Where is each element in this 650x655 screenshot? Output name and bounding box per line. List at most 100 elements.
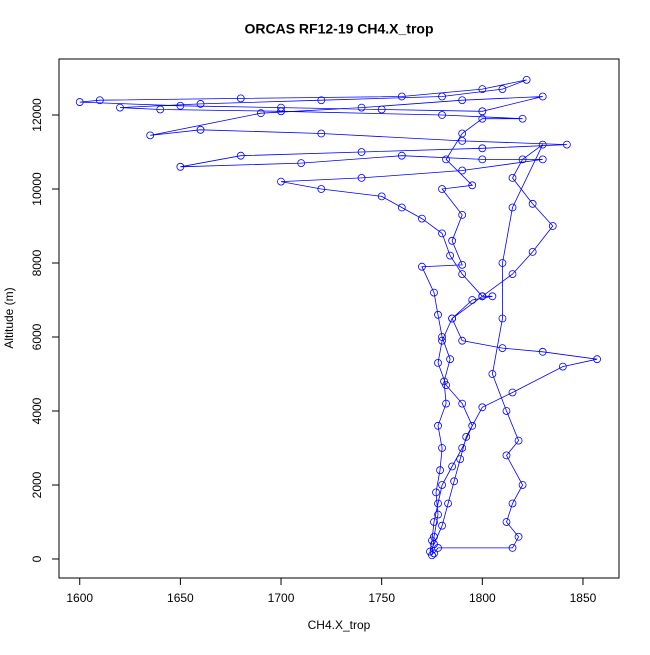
point [434, 543, 442, 552]
point [317, 129, 326, 138]
point [468, 421, 477, 430]
y-tick-label: 6000 [30, 323, 44, 350]
point [317, 185, 326, 193]
y-tick-label: 12000 [30, 98, 44, 132]
x-tick-label: 1600 [66, 591, 93, 605]
point [426, 547, 434, 556]
point [442, 381, 450, 389]
point [458, 96, 467, 105]
point [562, 140, 571, 149]
point [440, 377, 448, 386]
point [458, 260, 467, 269]
point [444, 499, 453, 508]
point [277, 107, 285, 116]
point [458, 336, 467, 345]
point [442, 399, 450, 408]
series-line [79, 79, 598, 556]
point [442, 155, 450, 164]
point [438, 92, 446, 101]
y-axis-label: Altitude (m) [2, 287, 16, 348]
point [502, 518, 511, 526]
point [377, 105, 386, 114]
point [176, 101, 185, 110]
point [450, 477, 459, 486]
point [434, 358, 442, 367]
point [357, 103, 366, 112]
point [502, 407, 511, 415]
x-tick-label: 1800 [469, 591, 496, 605]
point [498, 85, 507, 94]
point [514, 532, 523, 541]
point [377, 192, 386, 201]
point [448, 314, 457, 323]
point [508, 388, 517, 397]
y-tick-label: 2000 [30, 471, 44, 498]
point [446, 251, 455, 260]
point [518, 481, 527, 489]
point [156, 105, 165, 114]
point [458, 137, 467, 145]
point [448, 462, 457, 471]
x-tick-label: 1650 [167, 591, 194, 605]
point [236, 94, 245, 103]
point [116, 103, 124, 112]
point [277, 177, 285, 186]
point [478, 403, 487, 412]
point [357, 148, 366, 156]
point [432, 488, 440, 497]
point [488, 370, 497, 378]
point [488, 292, 497, 301]
point [95, 96, 104, 105]
point [558, 362, 567, 371]
point [277, 103, 285, 112]
point [438, 111, 446, 119]
point [456, 455, 465, 463]
point [434, 310, 442, 319]
point [430, 288, 438, 297]
point [438, 185, 446, 193]
point [256, 109, 265, 118]
point [397, 151, 406, 160]
point [434, 499, 442, 508]
point [518, 114, 527, 123]
point [434, 510, 442, 519]
point [462, 432, 471, 441]
point [357, 174, 366, 182]
point [458, 399, 467, 408]
point [498, 259, 507, 267]
x-tick-label: 1700 [268, 591, 295, 605]
point [430, 549, 438, 558]
point [428, 551, 436, 560]
point [75, 98, 84, 106]
point [446, 355, 455, 364]
point [418, 262, 426, 271]
point [397, 203, 406, 212]
point [438, 333, 446, 341]
point [498, 314, 507, 323]
point [176, 162, 185, 171]
point [438, 481, 446, 489]
point [508, 543, 517, 552]
chart-title: ORCAS RF12-19 CH4.X_trop [244, 21, 433, 37]
point [478, 155, 487, 164]
point [468, 181, 477, 190]
point [438, 336, 446, 345]
point [196, 125, 205, 134]
point [528, 248, 537, 256]
point [418, 214, 426, 223]
plot-frame [58, 58, 620, 579]
point [297, 159, 306, 168]
point [538, 155, 547, 164]
point [397, 92, 406, 101]
point [538, 140, 547, 149]
point [428, 536, 436, 545]
point [508, 203, 517, 212]
point [438, 521, 446, 530]
point [438, 229, 446, 238]
point [478, 144, 487, 153]
y-tick-label: 0 [30, 555, 44, 562]
point [458, 211, 467, 219]
point [508, 174, 517, 182]
point [438, 444, 446, 452]
